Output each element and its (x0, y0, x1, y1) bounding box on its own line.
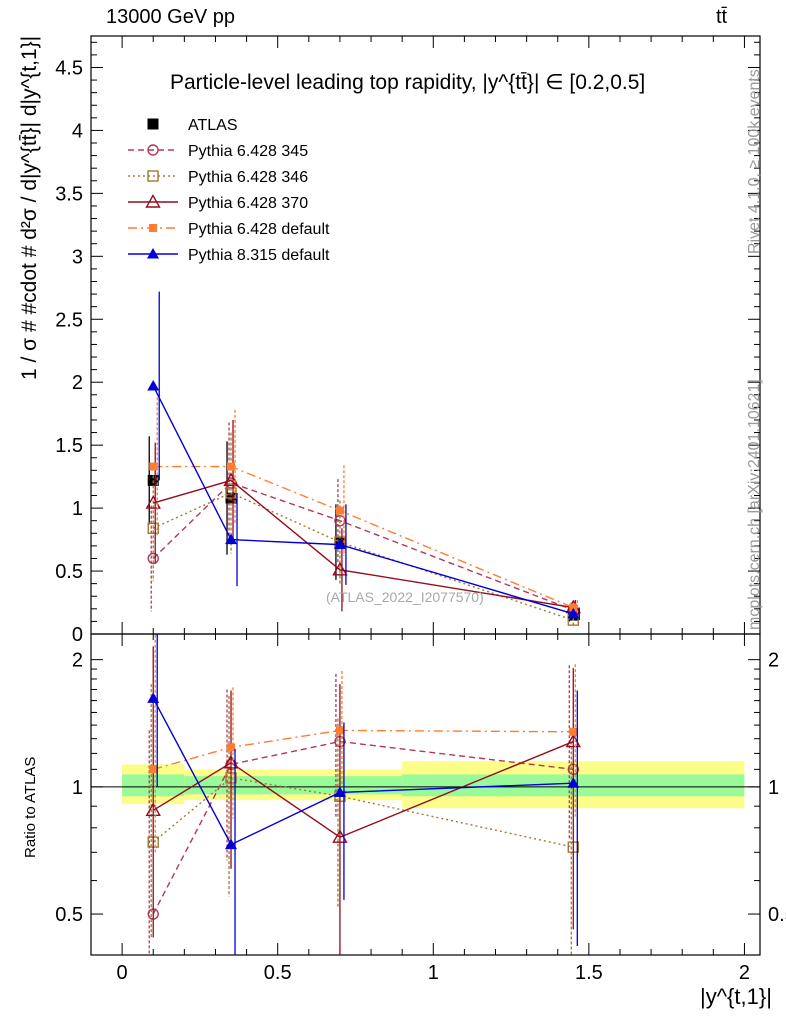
main-y-tick-label: 3.5 (55, 183, 83, 205)
plot-title: Particle-level leading top rapidity, |y^… (170, 71, 646, 94)
legend-marker (147, 170, 159, 182)
ratio-x-tick-label: 0.5 (264, 962, 292, 984)
ratio-series-line (153, 729, 574, 771)
ratio-data-point (335, 726, 344, 735)
ratio-panel-frame (90, 633, 761, 956)
ratio-data-point (147, 692, 160, 703)
series-pythia-6-428-default (149, 397, 578, 616)
series-pythia-8-315-default (147, 291, 580, 621)
series-line (153, 465, 574, 609)
legend-item: Pythia 8.315 default (128, 247, 330, 264)
data-point (333, 538, 346, 550)
data-point (147, 522, 159, 534)
ratio-uncertainty-bands (91, 761, 760, 809)
legend-marker (145, 194, 161, 208)
ratio-y-tick-label-right: 2 (768, 650, 779, 672)
ratio-x-tick-label: 0 (117, 962, 128, 984)
legend-marker (147, 144, 159, 156)
ratio-series-pythia-6-428-default (149, 634, 578, 853)
legend-label: Pythia 6.428 370 (188, 195, 308, 212)
ratio-data-point (227, 743, 236, 752)
main-y-tick-label: 0.5 (55, 561, 83, 583)
legend-marker (147, 248, 159, 259)
ratio-band-inner (184, 776, 403, 795)
main-y-tick-label: 4 (72, 120, 83, 142)
ratio-x-tick-label: 1.5 (575, 962, 603, 984)
ratio-data-point (149, 765, 158, 774)
ratio-y-tick-label: 0.5 (55, 904, 83, 926)
data-point (225, 533, 238, 545)
data-point (227, 462, 236, 471)
ratio-data-point (333, 786, 346, 797)
ratio-series-pythia-6-428-346 (147, 684, 580, 955)
data-point (147, 379, 160, 391)
main-y-tick-label: 2.5 (55, 309, 83, 331)
data-point (225, 487, 237, 499)
main-y-tick-label: 0 (72, 624, 83, 646)
ratio-data-point (332, 829, 348, 843)
legend-item: Pythia 6.428 345 (128, 143, 308, 160)
data-point (335, 506, 344, 515)
series-line (153, 479, 574, 609)
legend: ATLAS Pythia 6.428 345 Pythia 6.428 346 Pyt… (128, 117, 330, 264)
ratio-x-tick-label: 2 (739, 962, 750, 984)
ratio-x-tick-label: 1 (428, 962, 439, 984)
ratio-data-point (223, 754, 239, 769)
series-line (152, 482, 574, 611)
x-axis-title: |y^{t,1}| (700, 984, 772, 1009)
series-line (152, 385, 574, 615)
ratio-y-axis-title: Ratio to ATLAS (22, 756, 39, 858)
ratio-data-point (145, 802, 161, 817)
legend-item: ATLAS (147, 117, 238, 134)
legend-item: Pythia 6.428 346 (128, 169, 308, 186)
series-pythia-6-428-370 (145, 419, 582, 616)
ratio-series-line (152, 740, 574, 915)
main-panel-series (145, 291, 582, 628)
data-point (567, 607, 580, 619)
legend-label: Pythia 6.428 345 (188, 143, 308, 160)
rivet-version-label: Rivet 4.1.0, ≥ 100k events (746, 69, 763, 254)
data-point (223, 472, 239, 487)
data-point (332, 561, 348, 576)
ratio-data-point (225, 838, 238, 850)
ratio-series-line (152, 697, 574, 846)
main-y-tick-label: 1 (72, 498, 83, 520)
legend-item: Pythia 6.428 370 (128, 194, 308, 212)
data-point (149, 462, 158, 471)
data-point (147, 552, 159, 565)
axis-ticks: 0 0.5 1 1.5 2 2.5 3 3.5 4 4.5 0 0.5 1 1.5 2 0.5 0.5 1 1 2 2 (55, 36, 786, 984)
legend-item: Pythia 6.428 default (128, 221, 330, 238)
legend-label: Pythia 6.428 346 (188, 169, 308, 186)
data-point (145, 495, 161, 509)
ratio-data-point (565, 733, 582, 748)
legend-label: Pythia 6.428 default (188, 221, 330, 238)
analysis-watermark: (ATLAS_2022_I2077570) (326, 589, 484, 605)
main-y-tick-label: 4.5 (55, 57, 83, 79)
main-y-tick-label: 2 (72, 372, 83, 394)
legend-label: Pythia 8.315 default (188, 247, 330, 264)
ratio-series-pythia-8-315-default (147, 634, 580, 955)
legend-marker (149, 224, 157, 232)
ratio-data-point (567, 777, 580, 788)
legend-marker (147, 118, 159, 130)
energy-label: 13000 GeV pp (106, 6, 235, 28)
main-y-tick-label: 1.5 (55, 435, 83, 457)
ratio-data-point (569, 727, 578, 736)
main-y-axis-title: 1 / σ # #cdot # d²σ / d|y^{tt̄}| d|y^{t,… (18, 35, 41, 380)
ratio-y-tick-label-right: 0.5 (768, 904, 786, 926)
ratio-y-tick-label: 1 (72, 777, 83, 799)
legend-label: ATLAS (188, 117, 238, 134)
ratio-y-tick-label-right: 1 (768, 777, 779, 799)
data-point (569, 603, 578, 612)
ratio-panel-series (145, 634, 582, 955)
ratio-y-tick-label: 2 (72, 650, 83, 672)
ratio-series-line (152, 777, 574, 848)
ratio-series-line (152, 740, 574, 839)
plot-frames (90, 35, 761, 956)
main-y-tick-label: 3 (72, 246, 83, 268)
series-line (152, 492, 574, 621)
process-label: tt̄ (716, 6, 728, 28)
mcplots-label: mcplots.cern.ch [arXiv:2401.10621] (746, 379, 763, 630)
